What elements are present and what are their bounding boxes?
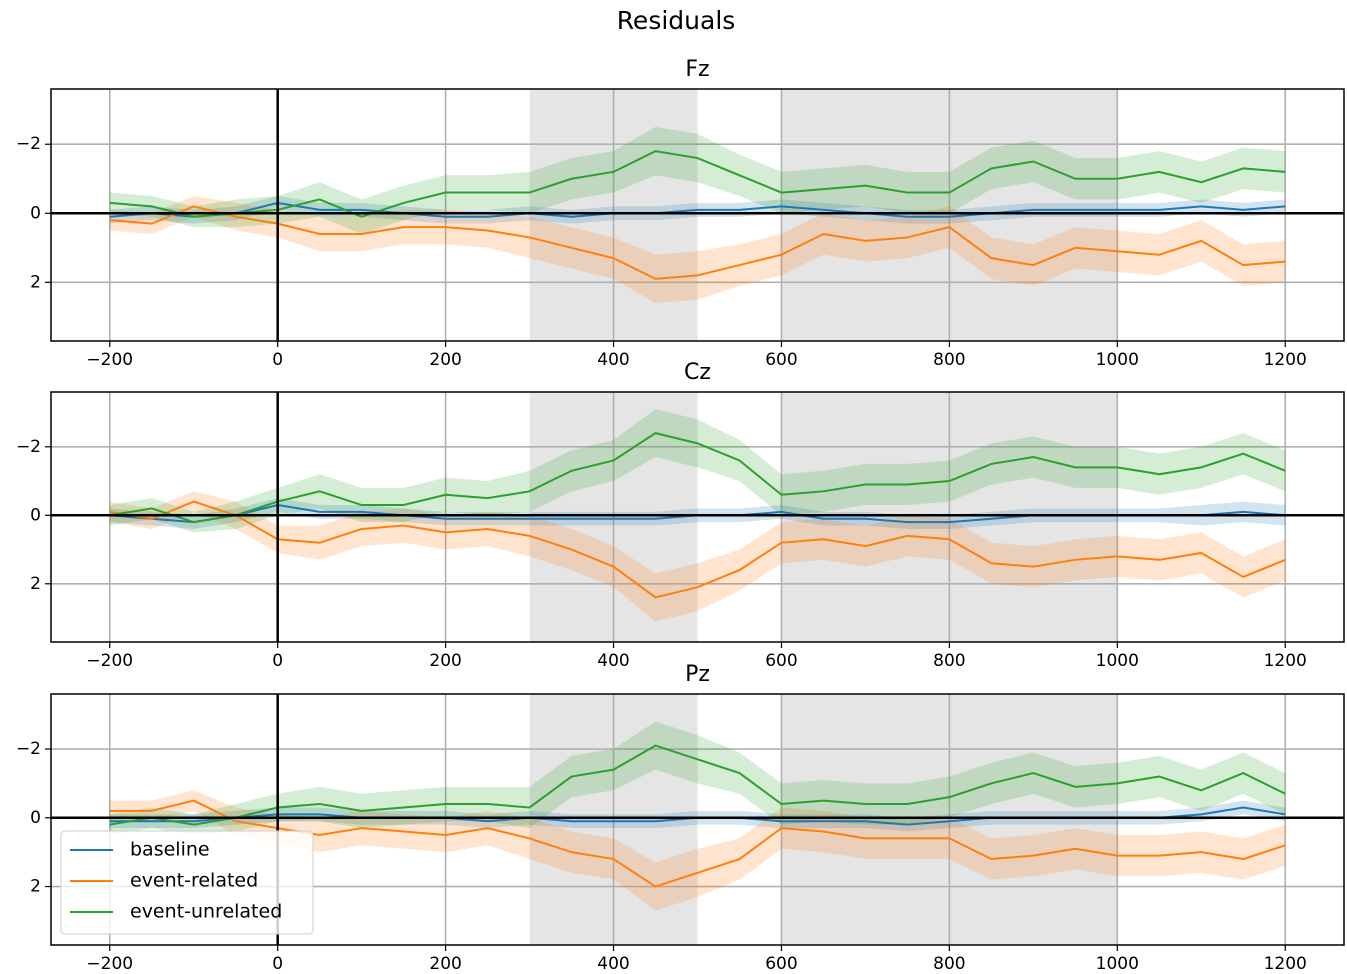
confidence-band xyxy=(109,491,1286,622)
figure-title: Residuals xyxy=(617,6,736,35)
series-line xyxy=(109,500,1286,599)
y-tick-label: 2 xyxy=(30,574,41,594)
x-tick-label: 0 xyxy=(272,954,283,974)
confidence-band xyxy=(109,800,1286,832)
series-line xyxy=(109,150,1286,218)
legend: baseline event-related event-unrelated xyxy=(60,830,314,935)
x-tick-label: 0 xyxy=(272,350,283,370)
series-line xyxy=(109,201,1286,218)
legend-label: event-unrelated xyxy=(130,901,282,923)
legend-label: event-related xyxy=(130,870,258,892)
legend-label: baseline xyxy=(130,839,210,861)
confidence-band xyxy=(109,126,1286,234)
x-tick-label: 400 xyxy=(597,651,629,671)
x-tick-label: 800 xyxy=(933,954,965,974)
subplot: Fz −200 0 200 400 600 800 1000 1200 −2 0 2 xyxy=(16,57,1345,370)
x-tick-label: 1000 xyxy=(1096,651,1139,671)
y-tick-label: 0 xyxy=(30,808,41,828)
legend-box xyxy=(60,830,314,935)
x-tick-label: 600 xyxy=(765,954,797,974)
x-tick-label: 1200 xyxy=(1264,954,1307,974)
confidence-band xyxy=(109,498,1286,529)
x-tick-label: 800 xyxy=(933,651,965,671)
confidence-band xyxy=(109,409,1286,533)
x-tick-label: 600 xyxy=(765,350,797,370)
x-tick-label: 1200 xyxy=(1264,651,1307,671)
confidence-band xyxy=(109,790,1286,911)
axes-frame xyxy=(50,693,1345,946)
confidence-band xyxy=(109,196,1286,304)
subplot: Pz −200 0 200 400 600 800 1000 1200 −2 0 2 baseline e… xyxy=(16,662,1345,974)
series-line xyxy=(109,744,1286,826)
axes-frame xyxy=(50,88,1345,342)
subplot-title: Cz xyxy=(684,360,711,385)
y-tick-label: 2 xyxy=(30,272,41,292)
x-tick-label: 800 xyxy=(933,350,965,370)
x-tick-label: 400 xyxy=(597,954,629,974)
subplot: Cz −200 0 200 400 600 800 1000 1200 −2 0 2 xyxy=(16,360,1345,671)
axes-frame xyxy=(50,391,1345,643)
y-tick-label: −2 xyxy=(16,134,41,154)
subplot-title: Pz xyxy=(685,662,710,687)
y-tick-label: 0 xyxy=(30,505,41,525)
x-tick-label: 1000 xyxy=(1096,350,1139,370)
y-tick-label: −2 xyxy=(16,437,41,457)
subplot-title: Fz xyxy=(685,57,709,82)
y-tick-label: −2 xyxy=(16,739,41,759)
x-tick-label: 200 xyxy=(429,954,461,974)
x-tick-label: 200 xyxy=(429,651,461,671)
x-tick-label: −200 xyxy=(86,350,133,370)
y-tick-label: 2 xyxy=(30,877,41,897)
x-tick-label: 600 xyxy=(765,651,797,671)
y-tick-label: 0 xyxy=(30,203,41,223)
x-tick-label: −200 xyxy=(86,651,133,671)
x-tick-label: −200 xyxy=(86,954,133,974)
x-tick-label: 400 xyxy=(597,350,629,370)
series-line xyxy=(109,432,1286,524)
series-line xyxy=(109,205,1286,280)
x-tick-label: 1000 xyxy=(1096,954,1139,974)
x-tick-label: 1200 xyxy=(1264,350,1307,370)
x-tick-label: 200 xyxy=(429,350,461,370)
x-tick-label: 0 xyxy=(272,651,283,671)
